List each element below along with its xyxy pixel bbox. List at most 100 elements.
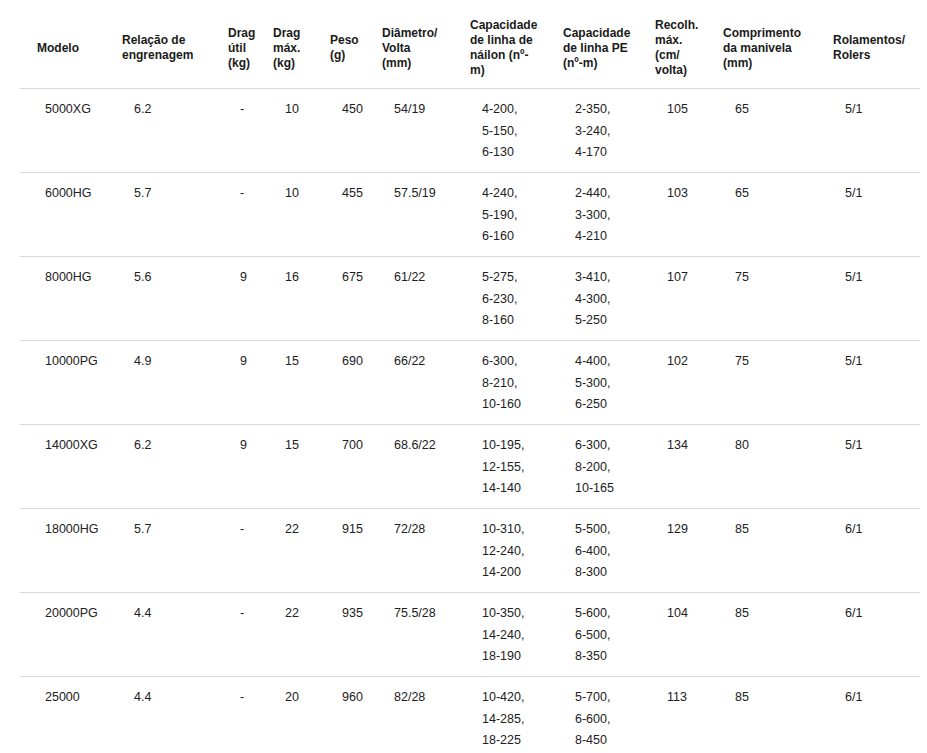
cell-peso: 915 [330, 509, 382, 593]
cell-peso: 455 [330, 173, 382, 257]
cell-pe-capacity: 2-350, 3-240, 4-170 [563, 89, 655, 173]
cell-recolhimento: 104 [655, 593, 723, 677]
cell-crank-length: 85 [723, 677, 833, 753]
cell-diametro-volta: 75.5/28 [382, 593, 470, 677]
cell-modelo: 10000PG [20, 341, 122, 425]
cell-crank-length: 65 [723, 89, 833, 173]
cell-drag-max: 10 [273, 89, 330, 173]
cell-modelo: 14000XG [20, 425, 122, 509]
cell-diametro-volta: 68.6/22 [382, 425, 470, 509]
column-header-drag-max: Drag máx. (kg) [273, 12, 330, 89]
cell-bearings: 5/1 [833, 425, 920, 509]
cell-drag-util: 9 [228, 425, 273, 509]
cell-nylon-capacity: 10-310, 12-240, 14-200 [470, 509, 563, 593]
cell-nylon-capacity: 10-195, 12-155, 14-140 [470, 425, 563, 509]
table-row: 20000PG 4.4 - 22 935 75.5/28 10-350, 14-… [20, 593, 920, 677]
cell-bearings: 5/1 [833, 257, 920, 341]
cell-pe-capacity: 5-600, 6-500, 8-350 [563, 593, 655, 677]
cell-bearings: 5/1 [833, 173, 920, 257]
column-header-crank-length: Comprimento da manivela (mm) [723, 12, 833, 89]
cell-nylon-capacity: 10-420, 14-285, 18-225 [470, 677, 563, 753]
column-header-pe-capacity: Capacidade de linha PE (nº-m) [563, 12, 655, 89]
cell-crank-length: 80 [723, 425, 833, 509]
cell-drag-max: 22 [273, 509, 330, 593]
table-row: 6000HG 5.7 - 10 455 57.5/19 4-240, 5-190… [20, 173, 920, 257]
table-row: 10000PG 4.9 9 15 690 66/22 6-300, 8-210,… [20, 341, 920, 425]
cell-gear-ratio: 6.2 [122, 425, 228, 509]
cell-drag-util: - [228, 173, 273, 257]
cell-crank-length: 75 [723, 257, 833, 341]
cell-modelo: 8000HG [20, 257, 122, 341]
cell-peso: 450 [330, 89, 382, 173]
spec-table-container: Modelo Relação de engrenagem Drag útil (… [20, 12, 920, 753]
cell-drag-max: 16 [273, 257, 330, 341]
cell-drag-max: 20 [273, 677, 330, 753]
cell-gear-ratio: 5.7 [122, 509, 228, 593]
table-row: 18000HG 5.7 - 22 915 72/28 10-310, 12-24… [20, 509, 920, 593]
cell-peso: 700 [330, 425, 382, 509]
cell-drag-util: - [228, 89, 273, 173]
table-row: 5000XG 6.2 - 10 450 54/19 4-200, 5-150, … [20, 89, 920, 173]
cell-pe-capacity: 5-500, 6-400, 8-300 [563, 509, 655, 593]
cell-bearings: 5/1 [833, 89, 920, 173]
cell-gear-ratio: 5.7 [122, 173, 228, 257]
cell-bearings: 5/1 [833, 341, 920, 425]
cell-nylon-capacity: 5-275, 6-230, 8-160 [470, 257, 563, 341]
cell-nylon-capacity: 10-350, 14-240, 18-190 [470, 593, 563, 677]
table-row: 25000 4.4 - 20 960 82/28 10-420, 14-285,… [20, 677, 920, 753]
cell-recolhimento: 113 [655, 677, 723, 753]
table-header-row: Modelo Relação de engrenagem Drag útil (… [20, 12, 920, 89]
cell-diametro-volta: 66/22 [382, 341, 470, 425]
cell-nylon-capacity: 4-240, 5-190, 6-160 [470, 173, 563, 257]
cell-diametro-volta: 57.5/19 [382, 173, 470, 257]
cell-pe-capacity: 4-400, 5-300, 6-250 [563, 341, 655, 425]
cell-modelo: 5000XG [20, 89, 122, 173]
cell-drag-max: 15 [273, 425, 330, 509]
cell-drag-util: 9 [228, 257, 273, 341]
cell-modelo: 18000HG [20, 509, 122, 593]
cell-recolhimento: 105 [655, 89, 723, 173]
cell-crank-length: 85 [723, 509, 833, 593]
column-header-diametro-volta: Diâmetro/ Volta (mm) [382, 12, 470, 89]
cell-crank-length: 65 [723, 173, 833, 257]
cell-gear-ratio: 4.4 [122, 593, 228, 677]
cell-diametro-volta: 54/19 [382, 89, 470, 173]
column-header-modelo: Modelo [20, 12, 122, 89]
cell-recolhimento: 134 [655, 425, 723, 509]
cell-gear-ratio: 4.4 [122, 677, 228, 753]
cell-crank-length: 85 [723, 593, 833, 677]
cell-diametro-volta: 61/22 [382, 257, 470, 341]
column-header-drag-util: Drag útil (kg) [228, 12, 273, 89]
cell-crank-length: 75 [723, 341, 833, 425]
column-header-nylon-capacity: Capacidade de linha de náilon (nº- m) [470, 12, 563, 89]
cell-gear-ratio: 5.6 [122, 257, 228, 341]
table-row: 8000HG 5.6 9 16 675 61/22 5-275, 6-230, … [20, 257, 920, 341]
cell-drag-util: 9 [228, 341, 273, 425]
column-header-gear-ratio: Relação de engrenagem [122, 12, 228, 89]
cell-drag-util: - [228, 677, 273, 753]
column-header-peso: Peso (g) [330, 12, 382, 89]
cell-pe-capacity: 2-440, 3-300, 4-210 [563, 173, 655, 257]
cell-recolhimento: 129 [655, 509, 723, 593]
cell-peso: 960 [330, 677, 382, 753]
cell-pe-capacity: 5-700, 6-600, 8-450 [563, 677, 655, 753]
column-header-bearings: Rolamentos/ Rolers [833, 12, 920, 89]
cell-diametro-volta: 82/28 [382, 677, 470, 753]
cell-diametro-volta: 72/28 [382, 509, 470, 593]
cell-modelo: 25000 [20, 677, 122, 753]
cell-drag-util: - [228, 509, 273, 593]
cell-pe-capacity: 3-410, 4-300, 5-250 [563, 257, 655, 341]
cell-recolhimento: 103 [655, 173, 723, 257]
cell-modelo: 20000PG [20, 593, 122, 677]
cell-bearings: 6/1 [833, 677, 920, 753]
table-row: 14000XG 6.2 9 15 700 68.6/22 10-195, 12-… [20, 425, 920, 509]
cell-pe-capacity: 6-300, 8-200, 10-165 [563, 425, 655, 509]
cell-gear-ratio: 4.9 [122, 341, 228, 425]
spec-table: Modelo Relação de engrenagem Drag útil (… [20, 12, 920, 753]
cell-recolhimento: 107 [655, 257, 723, 341]
cell-bearings: 6/1 [833, 509, 920, 593]
cell-peso: 675 [330, 257, 382, 341]
cell-drag-max: 15 [273, 341, 330, 425]
cell-peso: 690 [330, 341, 382, 425]
cell-recolhimento: 102 [655, 341, 723, 425]
